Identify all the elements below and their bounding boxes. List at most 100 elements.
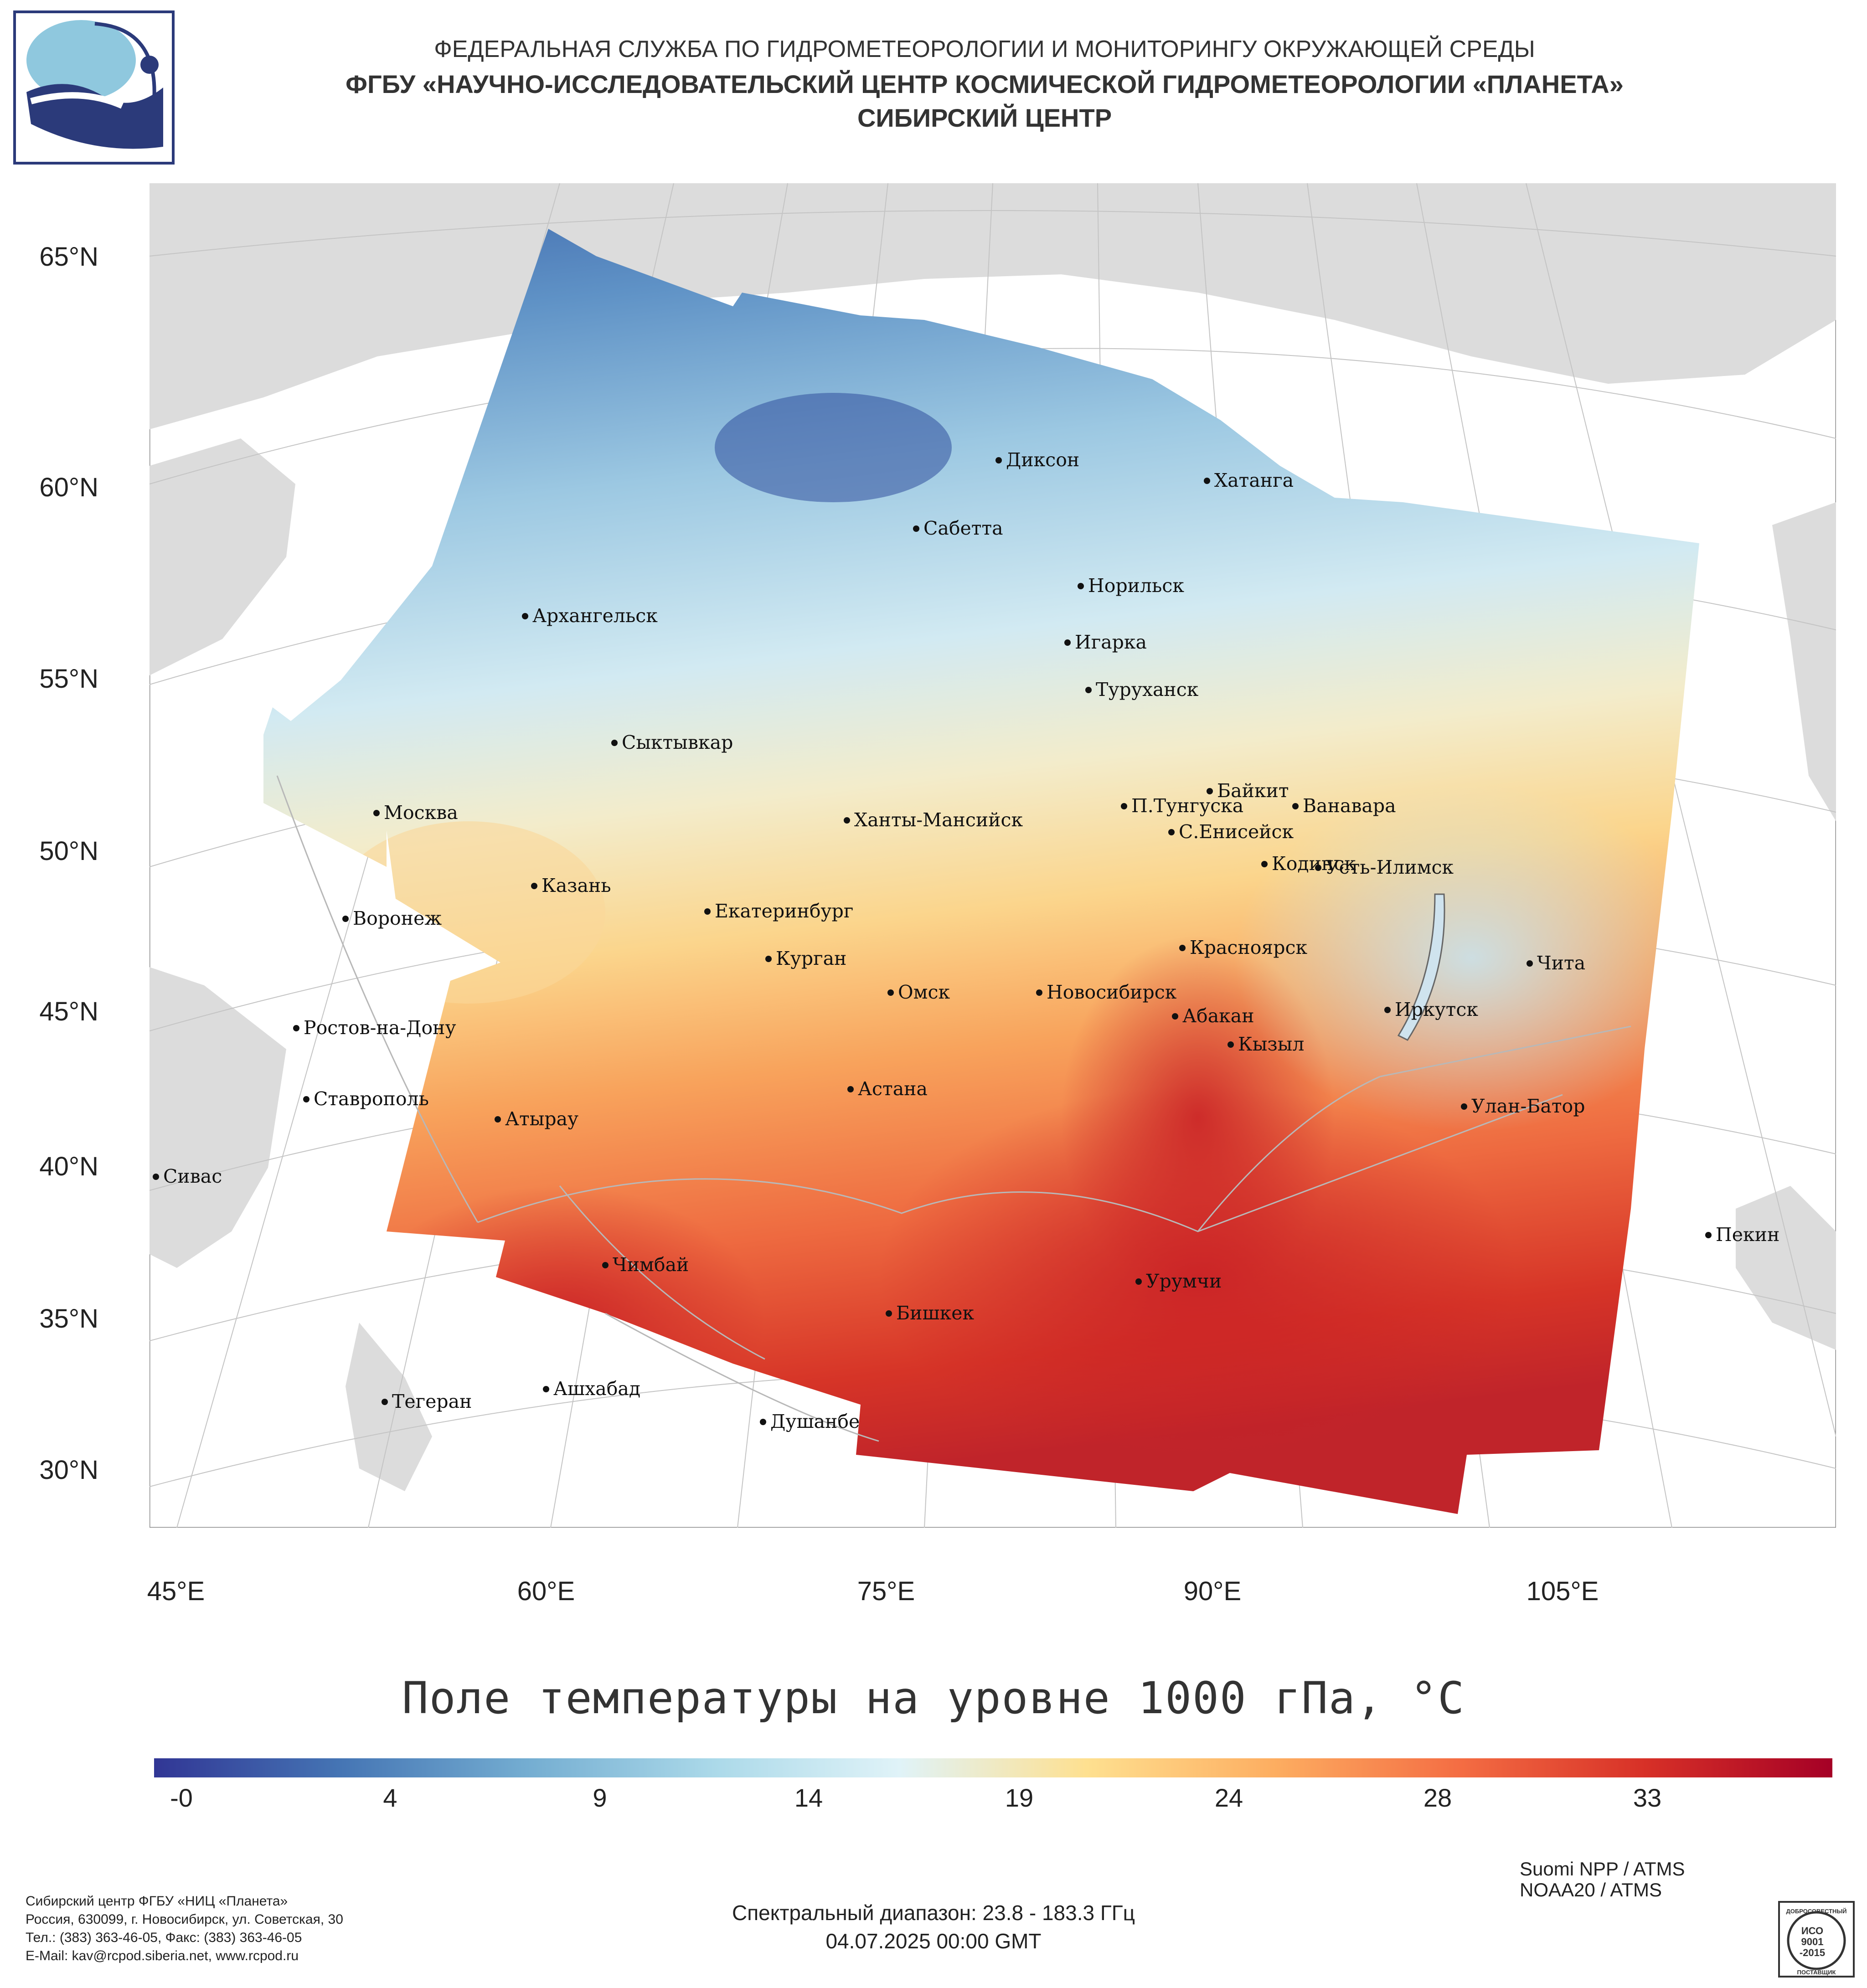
city-marker: Байкит xyxy=(1207,780,1289,802)
svg-text:ИСО: ИСО xyxy=(1801,1925,1823,1936)
city-marker: Кодинск xyxy=(1261,853,1356,875)
city-label: С.Енисейск xyxy=(1179,821,1294,843)
lon-label-75: 75°E xyxy=(857,1576,915,1606)
city-dot xyxy=(995,457,1002,464)
city-marker: Архангельск xyxy=(522,605,658,627)
city-dot xyxy=(1204,478,1210,484)
city-marker: Иркутск xyxy=(1384,999,1478,1020)
satellite-2: NOAA20 / ATMS xyxy=(1520,1879,1662,1900)
city-label: Сивас xyxy=(163,1165,222,1187)
city-label: Атырау xyxy=(505,1108,578,1130)
city-dot xyxy=(1078,583,1084,589)
city-dot xyxy=(847,1086,854,1092)
lat-label-60: 60°N xyxy=(39,473,98,502)
city-label: Кодинск xyxy=(1272,853,1356,875)
city-label: Курган xyxy=(776,948,846,969)
city-label: Архангельск xyxy=(532,605,658,627)
city-marker: Астана xyxy=(847,1078,928,1100)
city-dot xyxy=(303,1096,309,1102)
colorbar-tick: 33 xyxy=(1633,1783,1662,1812)
city-label: Москва xyxy=(384,802,458,824)
city-marker: Екатеринбург xyxy=(704,900,853,922)
city-marker: Улан-Батор xyxy=(1461,1095,1585,1117)
iso-badge-icon: ДОБРОСОВЕСТНЫЙ ИСО 9001 -2015 ПОСТАВЩИК xyxy=(1778,1901,1855,1978)
city-label: Ашхабад xyxy=(553,1378,640,1400)
svg-text:ПОСТАВЩИК: ПОСТАВЩИК xyxy=(1797,1969,1836,1976)
city-marker: Чимбай xyxy=(602,1254,689,1276)
city-marker: Воронеж xyxy=(342,907,442,929)
city-label: Новосибирск xyxy=(1047,981,1177,1003)
city-dot xyxy=(1261,861,1268,867)
colorbar-tick: -0 xyxy=(170,1783,193,1812)
city-marker: Курган xyxy=(765,948,846,969)
city-marker: Ашхабад xyxy=(543,1378,640,1400)
city-label: Красноярск xyxy=(1190,937,1307,958)
city-marker: С.Енисейск xyxy=(1168,821,1294,843)
city-label: Воронеж xyxy=(353,907,442,929)
colorbar-tick: 9 xyxy=(593,1783,607,1812)
spectral-range: Спектральный диапазон: 23.8 - 183.3 ГГц xyxy=(732,1901,1135,1925)
colorbar-tick: 19 xyxy=(1005,1783,1034,1812)
city-marker: Сыктывкар xyxy=(611,731,733,753)
lon-label-60: 60°E xyxy=(517,1576,575,1606)
city-dot xyxy=(153,1174,159,1180)
city-label: Урумчи xyxy=(1146,1270,1222,1292)
city-marker: Ванавара xyxy=(1292,795,1396,817)
city-label: Тегеран xyxy=(392,1391,472,1412)
city-label: Абакан xyxy=(1182,1005,1254,1027)
city-label: Иркутск xyxy=(1395,999,1478,1020)
city-dot xyxy=(1527,960,1533,967)
city-dot xyxy=(1292,803,1299,809)
city-dot xyxy=(602,1262,609,1268)
temperature-map: Диксон Хатанга Сабетта Норильск Архангельск И… xyxy=(150,183,1836,1528)
city-label: Бишкек xyxy=(896,1302,974,1324)
city-dot xyxy=(531,883,537,889)
colorbar xyxy=(154,1758,1832,1777)
satellite-list: Suomi NPP / ATMS NOAA20 / ATMS xyxy=(1520,1859,1685,1900)
lat-label-50: 50°N xyxy=(39,836,98,866)
city-marker: Норильск xyxy=(1078,575,1184,597)
city-label: Чимбай xyxy=(613,1254,689,1276)
city-dot xyxy=(293,1025,299,1031)
lat-label-35: 35°N xyxy=(39,1304,98,1334)
city-label: Норильск xyxy=(1088,575,1184,597)
footer-address: Россия, 630099, г. Новосибирск, ул. Сове… xyxy=(26,1912,343,1927)
city-marker: Ханты-Мансийск xyxy=(844,809,1023,831)
svg-text:ДОБРОСОВЕСТНЫЙ: ДОБРОСОВЕСТНЫЙ xyxy=(1786,1908,1846,1915)
city-label: Душанбе xyxy=(770,1411,860,1432)
city-label: Диксон xyxy=(1006,449,1079,471)
city-marker: Усть-Илимск xyxy=(1315,856,1454,878)
city-dot xyxy=(522,613,528,619)
city-marker: Бишкек xyxy=(886,1302,974,1324)
city-label: Сыктывкар xyxy=(622,731,733,753)
city-dot xyxy=(1121,803,1127,809)
city-dot xyxy=(1179,945,1186,951)
city-marker: Москва xyxy=(373,802,458,824)
city-dot xyxy=(1135,1278,1142,1285)
lon-label-105: 105°E xyxy=(1526,1576,1599,1606)
city-marker: Ростов-на-Дону xyxy=(293,1017,456,1039)
city-dot xyxy=(611,740,618,746)
city-marker: Новосибирск xyxy=(1036,981,1177,1003)
city-marker: Игарка xyxy=(1064,631,1147,653)
city-dot xyxy=(886,1310,892,1317)
city-marker: Туруханск xyxy=(1085,679,1199,700)
city-label: Ставрополь xyxy=(314,1088,429,1110)
header-center: СИБИРСКИЙ ЦЕНТР xyxy=(857,103,1112,132)
city-marker: Омск xyxy=(887,981,950,1003)
lat-label-30: 30°N xyxy=(39,1455,98,1485)
city-marker: Кызыл xyxy=(1227,1033,1304,1055)
city-marker: Урумчи xyxy=(1135,1270,1222,1292)
city-marker: Ставрополь xyxy=(303,1088,429,1110)
city-markers: Диксон Хатанга Сабетта Норильск Архангельск И… xyxy=(153,449,1779,1432)
city-marker: Атырау xyxy=(495,1108,578,1130)
city-marker: Сивас xyxy=(153,1165,222,1187)
city-label: Игарка xyxy=(1075,631,1147,653)
footer-phone: Тел.: (383) 363-46-05, Факс: (383) 363-4… xyxy=(26,1930,302,1945)
city-dot xyxy=(887,989,894,996)
city-marker: Пекин xyxy=(1705,1224,1779,1246)
colorbar-tick: 4 xyxy=(383,1783,397,1812)
footer-org-name: Сибирский центр ФГБУ «НИЦ «Планета» xyxy=(26,1894,288,1909)
city-dot xyxy=(1207,788,1213,794)
city-dot xyxy=(913,525,919,532)
